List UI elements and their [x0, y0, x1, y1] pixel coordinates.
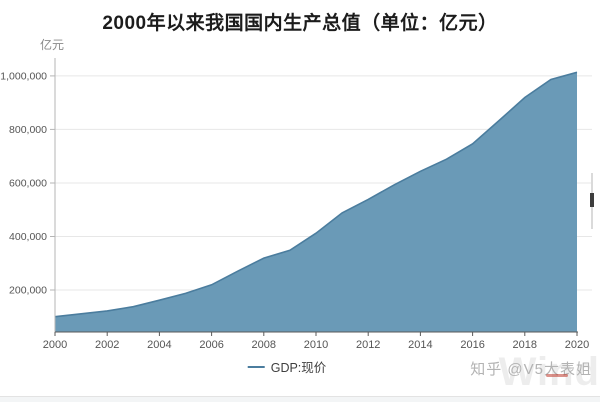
legend-label: GDP:现价	[270, 361, 327, 375]
x-tick-label: 2016	[460, 339, 484, 351]
y-tick-label: 1,000,000	[0, 70, 47, 82]
y-axis-unit-label: 亿元	[40, 38, 65, 52]
x-tick-label: 2012	[356, 339, 380, 351]
zhihu-author-watermark: 知乎 @V5大表姐	[470, 361, 592, 378]
chart-title: 2000年以来我国国内生产总值（单位：亿元）	[102, 13, 498, 34]
scrollbar-track[interactable]	[590, 173, 594, 229]
y-tick-label: 400,000	[9, 231, 47, 243]
y-tick-label: 200,000	[9, 285, 47, 297]
x-tick-label: 2014	[408, 339, 432, 351]
x-tick-label: 2008	[252, 339, 276, 351]
x-tick-label: 2020	[565, 339, 589, 351]
red-watermark-mark	[546, 374, 568, 377]
x-tick-label: 2010	[304, 339, 328, 351]
scrollbar-thumb[interactable]	[590, 193, 594, 207]
x-tick-label: 2002	[95, 339, 119, 351]
y-tick-label: 600,000	[9, 178, 47, 190]
gdp-area-chart: 200,000 400,000 600,000 800,000 1,000,000 200…	[0, 58, 592, 351]
wind-brand-watermark: Wind	[498, 350, 600, 394]
legend-line-marker	[247, 365, 265, 368]
x-tick-label: 2000	[43, 339, 67, 351]
footer-strip	[0, 397, 600, 402]
gdp-area-fill	[55, 72, 577, 333]
y-tick-label: 800,000	[9, 124, 47, 136]
x-tick-label: 2006	[199, 339, 223, 351]
footer-divider	[0, 396, 600, 397]
gdp-line	[54, 71, 578, 318]
legend[interactable]: GDP:现价	[247, 357, 327, 376]
x-tick-label: 2018	[513, 339, 537, 351]
x-tick-label: 2004	[147, 339, 171, 351]
